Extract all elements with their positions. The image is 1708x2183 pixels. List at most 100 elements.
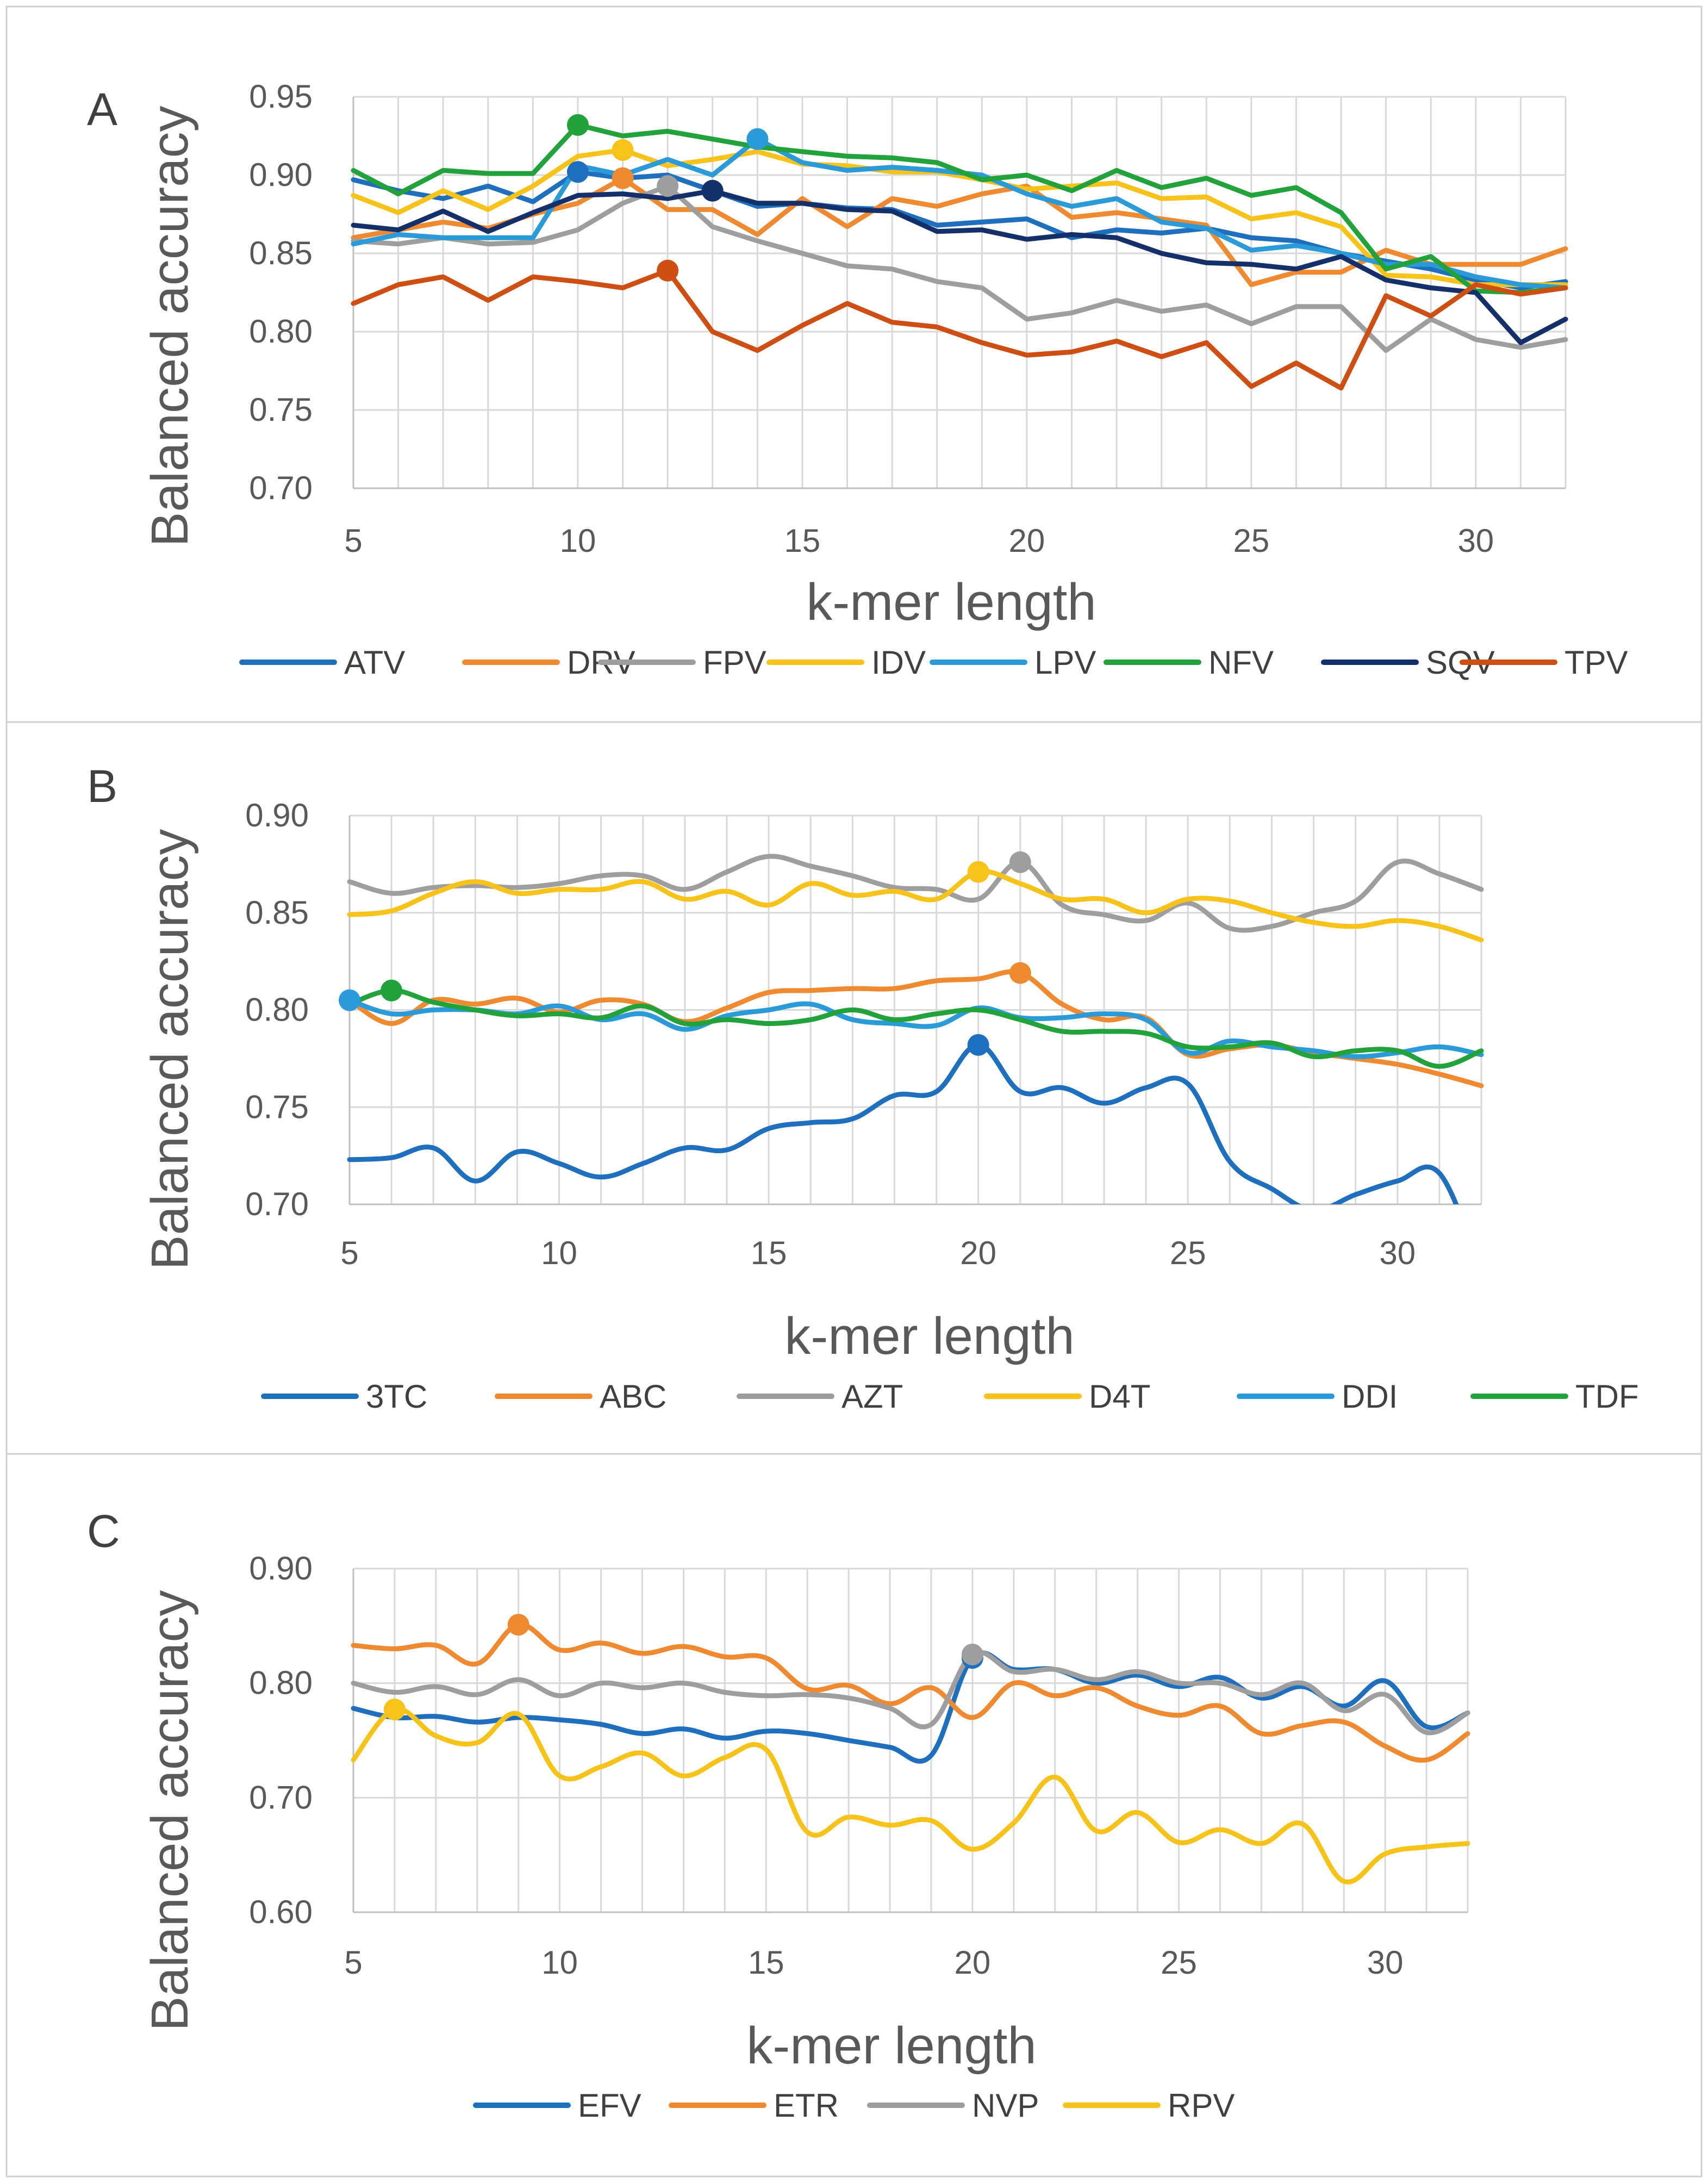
panel-a: A 0.70 0.75 0.80 0.85 0.90 0.95 5 10 15 20 25 30 k-… [5,5,1703,723]
panel-a-x-tick-label: 5 [344,523,362,559]
panel-b-x-tick-label: 30 [1379,1235,1416,1271]
panel-a-y-tick-label: 0.75 [249,391,313,428]
series-line-nfv [351,122,1568,295]
panel-a-y-tick-label: 0.70 [249,470,313,506]
panel-a-x-tick-label: 15 [784,523,821,559]
series-line-sqv [351,188,1568,345]
panel-c-x-tick-label: 20 [955,1944,991,1981]
best-point-tdf [381,979,403,1002]
best-point-nfv [566,114,589,136]
panel-c-x-tick-label: 10 [541,1944,578,1981]
panel-a-label: A [87,84,117,135]
legend-label-efv: EFV [578,2087,641,2124]
panel-b-y-axis-title: Balanced accuracy [141,829,199,1270]
best-point-abc [1009,962,1031,984]
series-line-3tc [347,1042,1459,1204]
best-point-sqv [701,179,724,202]
panel-b-series [339,851,1484,1204]
panel-c-y-axis-title: Balanced accuracy [141,1590,199,2031]
best-point-azt [1009,851,1031,873]
series-line-azt [347,854,1484,933]
legend-label-rpv: RPV [1168,2087,1235,2124]
legend-label-atv: ATV [344,644,405,681]
legend-label-tdf: TDF [1575,1378,1639,1415]
panel-a-y-axis-title: Balanced accuracy [141,105,199,546]
legend-label-etr: ETR [774,2087,839,2124]
best-point-ddi [339,989,360,1011]
legend-label-tpv: TPV [1564,644,1628,681]
legend-label-nvp: NVP [972,2087,1039,2124]
panel-a-series [351,114,1568,391]
panel-a-legend: ATV DRV FPV IDV LPV NFV SQV TPV [239,644,1628,681]
panel-b-y-tick-label: 0.85 [245,894,309,931]
best-point-tpv [657,259,679,282]
series-line-fpv [351,183,1568,353]
panel-a-x-tick-label: 20 [1009,523,1045,559]
panel-b-frame [5,721,1703,1455]
series-line-efv [351,1650,1470,1764]
legend-label-abc: ABC [600,1378,666,1415]
panel-c-label: C [87,1506,120,1557]
panel-c-y-tick-label: 0.60 [249,1894,313,1930]
panel-b-label: B [87,761,117,812]
best-point-idv [612,139,634,161]
panel-a-y-tick-label: 0.95 [249,78,313,115]
panel-b: B 0.70 0.75 0.80 0.85 0.90 5 10 15 20 25 30 k-mer … [5,721,1703,1455]
best-point-nvp [961,1644,983,1665]
legend-label-fpv: FPV [703,644,766,681]
panel-c-x-tick-label: 25 [1161,1944,1197,1981]
panel-b-y-tick-label: 0.90 [245,797,309,834]
panel-b-y-tick-label: 0.70 [245,1186,309,1222]
panel-a-tick-labels: 0.70 0.75 0.80 0.85 0.90 0.95 5 10 15 20 25 30 [249,78,1494,559]
panel-a-y-tick-label: 0.90 [249,157,313,193]
legend-label-nfv: NFV [1208,644,1274,681]
panel-c-x-axis-title: k-mer length [746,2017,1037,2075]
panel-b-plot-area [339,851,1484,1204]
panel-a-plot-area [351,114,1568,391]
series-line-d4t [347,869,1484,943]
panel-b-x-tick-label: 5 [340,1235,358,1271]
best-point-etr [507,1614,529,1636]
best-point-d4t [967,861,989,883]
series-line-tpv [351,268,1568,391]
panel-c-x-tick-label: 30 [1367,1944,1404,1981]
panel-a-y-tick-label: 0.85 [249,235,313,271]
panel-b-x-axis-title: k-mer length [784,1307,1075,1365]
panel-a-x-tick-label: 25 [1233,523,1269,559]
panel-a-x-tick-label: 30 [1457,523,1494,559]
panel-c-gridlines [352,1568,1469,1913]
series-line-etr [351,1622,1470,1763]
series-line-rpv [351,1706,1470,1885]
panel-c-y-tick-label: 0.70 [249,1779,313,1815]
series-line-tdf [347,988,1484,1069]
best-point-fpv [657,175,679,197]
panel-a-gridlines [352,96,1567,489]
panel-c-legend: EFV ETR NVP RPV [473,2087,1235,2124]
panel-c-tick-labels: 0.60 0.70 0.80 0.90 5 10 15 20 25 30 [249,1550,1403,1981]
panel-c-plot-area [351,1614,1470,1885]
panel-c-y-tick-label: 0.90 [249,1550,313,1587]
panel-b-y-tick-label: 0.80 [245,992,309,1028]
legend-label-3tc: 3TC [366,1378,427,1415]
legend-label-d4t: D4T [1089,1378,1150,1415]
legend-label-azt: AZT [841,1378,903,1415]
best-point-lpv [746,128,769,150]
panel-a-x-tick-label: 10 [560,523,596,559]
panel-b-x-tick-label: 15 [751,1235,787,1271]
panel-a-frame [5,5,1703,723]
panel-b-legend: 3TC ABC AZT D4T DDI TDF [261,1378,1639,1415]
legend-label-ddi: DDI [1342,1378,1398,1415]
panel-b-tick-labels: 0.70 0.75 0.80 0.85 0.90 5 10 15 20 25 30 [245,797,1416,1271]
best-point-atv [566,161,589,183]
panel-a-x-axis-title: k-mer length [806,573,1096,631]
series-line-idv [351,147,1568,288]
best-point-3tc [967,1034,989,1056]
panel-b-x-tick-label: 10 [541,1235,577,1271]
best-point-rpv [383,1699,406,1721]
series-line-nvp [351,1650,1470,1736]
panel-c-y-tick-label: 0.80 [249,1665,313,1701]
panel-c-x-tick-label: 5 [344,1944,362,1981]
panel-c-series [351,1614,1470,1885]
legend-label-lpv: LPV [1034,644,1096,681]
